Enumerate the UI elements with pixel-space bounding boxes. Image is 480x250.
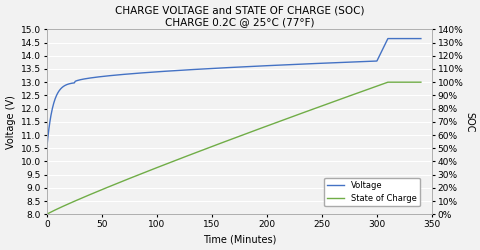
State of Charge <box>225 139 231 142</box>
Voltage <box>385 37 391 40</box>
Voltage <box>44 147 49 150</box>
State of Charge <box>385 81 391 84</box>
State of Charge <box>418 81 424 84</box>
Y-axis label: Voltage (V): Voltage (V) <box>6 95 15 149</box>
State of Charge <box>343 96 348 99</box>
Voltage <box>76 78 82 82</box>
State of Charge <box>44 213 49 216</box>
Voltage <box>244 65 250 68</box>
Voltage <box>402 37 408 40</box>
State of Charge <box>240 134 246 136</box>
Voltage <box>179 69 184 72</box>
State of Charge <box>273 121 279 124</box>
State of Charge <box>322 103 328 106</box>
Y-axis label: SOC: SOC <box>465 112 474 132</box>
Line: State of Charge: State of Charge <box>47 82 421 214</box>
X-axis label: Time (Minutes): Time (Minutes) <box>203 234 276 244</box>
Legend: Voltage, State of Charge: Voltage, State of Charge <box>324 178 420 206</box>
Voltage <box>410 37 416 40</box>
Voltage <box>310 62 316 65</box>
State of Charge <box>174 158 180 162</box>
Line: Voltage: Voltage <box>47 38 421 148</box>
Voltage <box>418 37 424 40</box>
Title: CHARGE VOLTAGE and STATE OF CHARGE (SOC)
CHARGE 0.2C @ 25°C (77°F): CHARGE VOLTAGE and STATE OF CHARGE (SOC)… <box>115 6 364 27</box>
